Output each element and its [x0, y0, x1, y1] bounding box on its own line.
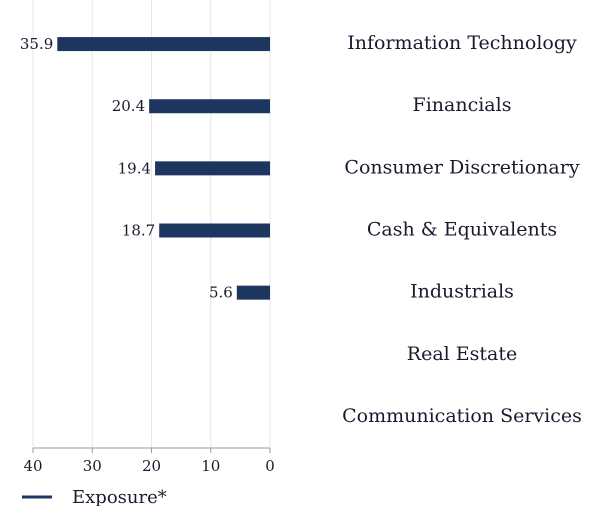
- category-label: Consumer Discretionary: [344, 156, 579, 178]
- value-label: 18.7: [122, 222, 155, 240]
- x-tick-label: 10: [201, 457, 220, 475]
- category-label: Real Estate: [407, 343, 517, 365]
- bar: [236, 285, 270, 300]
- bar: [57, 37, 271, 52]
- category-label: Financials: [413, 94, 512, 116]
- value-label: 35.9: [20, 35, 53, 53]
- value-label: 5.6: [209, 284, 233, 302]
- value-label: 20.4: [112, 97, 145, 115]
- value-label: 19.4: [118, 159, 151, 177]
- category-label: Information Technology: [347, 32, 577, 54]
- x-tick-label: 30: [83, 457, 102, 475]
- x-tick-label: 20: [142, 457, 161, 475]
- category-label: Cash & Equivalents: [367, 219, 557, 241]
- x-tick-label: 0: [265, 457, 275, 475]
- bar: [155, 161, 270, 176]
- category-label: Communication Services: [342, 405, 582, 427]
- bar: [149, 99, 270, 114]
- legend-label: Exposure*: [72, 487, 167, 506]
- category-label: Industrials: [410, 281, 514, 303]
- x-tick-label: 40: [23, 457, 42, 475]
- bar: [159, 223, 270, 238]
